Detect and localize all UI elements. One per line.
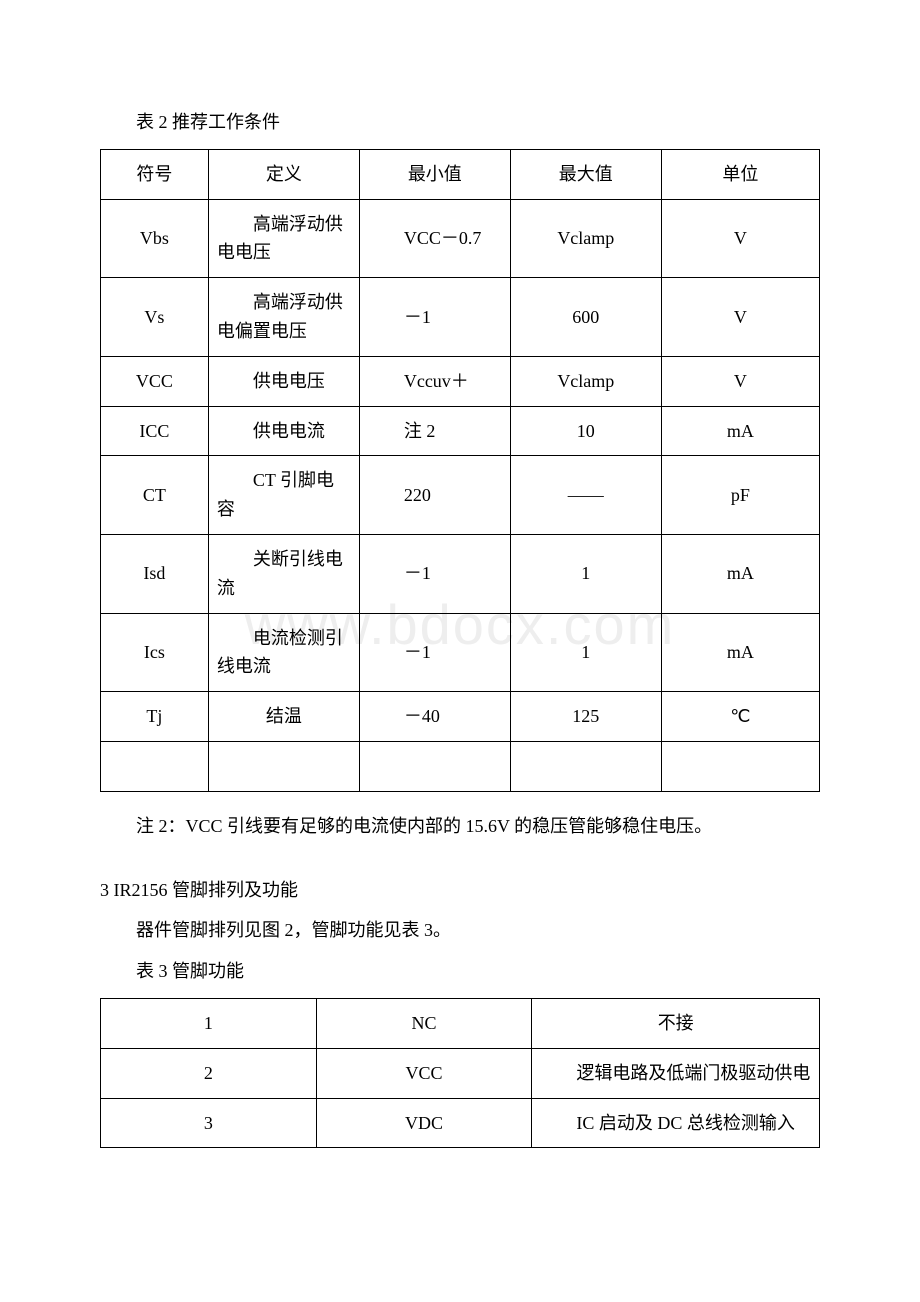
cell-definition: CT 引脚电容 (208, 456, 359, 535)
table-row: Vbs 高端浮动供电电压 VCC－0.7 Vclamp V (101, 199, 820, 278)
cell-pin-desc: 逻辑电路及低端门极驱动供电 (532, 1048, 820, 1098)
empty-cell (101, 741, 209, 791)
cell-pin-num: 2 (101, 1048, 317, 1098)
table-row: 1 NC 不接 (101, 998, 820, 1048)
col-header-unit: 单位 (661, 149, 819, 199)
cell-min: 注 2 (359, 406, 510, 456)
cell-min: －1 (359, 534, 510, 613)
cell-definition: 供电电压 (208, 356, 359, 406)
cell-symbol: ICC (101, 406, 209, 456)
cell-max: 10 (510, 406, 661, 456)
empty-cell (359, 741, 510, 791)
cell-pin-num: 1 (101, 998, 317, 1048)
empty-cell (510, 741, 661, 791)
col-header-symbol: 符号 (101, 149, 209, 199)
cell-pin-name: VDC (316, 1098, 532, 1148)
cell-max: —— (510, 456, 661, 535)
table2-title: 表 3 管脚功能 (100, 957, 820, 986)
table-row: 2 VCC 逻辑电路及低端门极驱动供电 (101, 1048, 820, 1098)
cell-symbol: Isd (101, 534, 209, 613)
cell-definition: 高端浮动供电电压 (208, 199, 359, 278)
cell-symbol: Ics (101, 613, 209, 692)
cell-unit: mA (661, 534, 819, 613)
table-row: CT CT 引脚电容 220 —— pF (101, 456, 820, 535)
table-row: Ics 电流检测引线电流 －1 1 mA (101, 613, 820, 692)
cell-min: －1 (359, 613, 510, 692)
section-3-title: 3 IR2156 管脚排列及功能 (100, 876, 820, 905)
cell-symbol: Vbs (101, 199, 209, 278)
col-header-definition: 定义 (208, 149, 359, 199)
cell-unit: ℃ (661, 692, 819, 742)
cell-pin-num: 3 (101, 1098, 317, 1148)
table-row: 符号 定义 最小值 最大值 单位 (101, 149, 820, 199)
cell-max: 125 (510, 692, 661, 742)
cell-min: －1 (359, 278, 510, 357)
cell-min: 220 (359, 456, 510, 535)
cell-symbol: VCC (101, 356, 209, 406)
cell-definition: 高端浮动供电偏置电压 (208, 278, 359, 357)
cell-unit: V (661, 199, 819, 278)
empty-cell (208, 741, 359, 791)
cell-pin-desc: IC 启动及 DC 总线检测输入 (532, 1098, 820, 1148)
cell-definition: 关断引线电流 (208, 534, 359, 613)
table-pin-functions: 1 NC 不接 2 VCC 逻辑电路及低端门极驱动供电 3 VDC IC 启动及… (100, 998, 820, 1148)
cell-unit: mA (661, 406, 819, 456)
cell-max: Vclamp (510, 199, 661, 278)
cell-symbol: Vs (101, 278, 209, 357)
cell-min: －40 (359, 692, 510, 742)
cell-unit: mA (661, 613, 819, 692)
table-row: Isd 关断引线电流 －1 1 mA (101, 534, 820, 613)
cell-definition: 电流检测引线电流 (208, 613, 359, 692)
cell-unit: pF (661, 456, 819, 535)
cell-min: VCC－0.7 (359, 199, 510, 278)
cell-pin-name: VCC (316, 1048, 532, 1098)
cell-max: Vclamp (510, 356, 661, 406)
cell-pin-desc: 不接 (532, 998, 820, 1048)
cell-symbol: Tj (101, 692, 209, 742)
cell-definition: 结温 (208, 692, 359, 742)
cell-unit: V (661, 356, 819, 406)
table-row: 3 VDC IC 启动及 DC 总线检测输入 (101, 1098, 820, 1148)
table-row (101, 741, 820, 791)
table-row: VCC 供电电压 Vccuv＋ Vclamp V (101, 356, 820, 406)
col-header-min: 最小值 (359, 149, 510, 199)
table-row: ICC 供电电流 注 2 10 mA (101, 406, 820, 456)
table1-title: 表 2 推荐工作条件 (100, 108, 820, 137)
col-header-max: 最大值 (510, 149, 661, 199)
cell-max: 600 (510, 278, 661, 357)
section-3-para: 器件管脚排列见图 2，管脚功能见表 3。 (100, 916, 820, 945)
table-row: Vs 高端浮动供电偏置电压 －1 600 V (101, 278, 820, 357)
note-2: 注 2：VCC 引线要有足够的电流使内部的 15.6V 的稳压管能够稳住电压。 (100, 812, 820, 841)
cell-max: 1 (510, 613, 661, 692)
empty-cell (661, 741, 819, 791)
table-row: Tj 结温 －40 125 ℃ (101, 692, 820, 742)
cell-symbol: CT (101, 456, 209, 535)
cell-unit: V (661, 278, 819, 357)
cell-pin-name: NC (316, 998, 532, 1048)
cell-min: Vccuv＋ (359, 356, 510, 406)
table-operating-conditions: 符号 定义 最小值 最大值 单位 Vbs 高端浮动供电电压 VCC－0.7 Vc… (100, 149, 820, 792)
cell-definition: 供电电流 (208, 406, 359, 456)
cell-max: 1 (510, 534, 661, 613)
